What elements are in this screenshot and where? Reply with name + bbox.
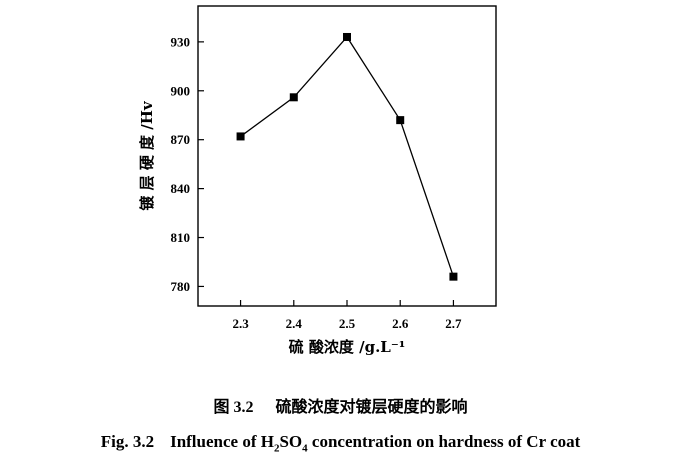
- y-tick-label: 840: [171, 181, 191, 196]
- caption-en-text-a: Influence of H: [170, 432, 274, 451]
- data-point: [236, 132, 245, 141]
- caption-en-text-b: SO: [279, 432, 303, 451]
- data-point: [449, 272, 458, 281]
- y-tick-label: 870: [171, 132, 191, 147]
- plot-frame: [197, 5, 497, 307]
- data-point: [289, 93, 298, 102]
- data-point: [396, 116, 405, 125]
- caption-en-sub-a: 2: [273, 442, 280, 455]
- series-markers: [236, 32, 458, 281]
- caption-cn-text: 硫酸浓度对镀层硬度的影响: [275, 397, 468, 416]
- chart: 780 810 840 870 900 930 2.3 2.4 2.5 2.6 2.7 硫 酸浓度…: [138, 5, 497, 356]
- caption-cn-number: 图 3.2: [213, 399, 254, 416]
- data-point: [343, 32, 351, 41]
- y-tick-label: 810: [171, 230, 191, 245]
- y-tick-label: 780: [171, 279, 191, 294]
- x-tick-label: 2.5: [339, 316, 356, 331]
- x-axis: 2.3 2.4 2.5 2.6 2.7: [232, 300, 462, 331]
- caption-en-sub-b: 4: [302, 442, 308, 455]
- y-tick-label: 930: [171, 34, 191, 49]
- series-line: [240, 35, 455, 277]
- y-axis-label: 镀 层 硬 度 /Hv: [138, 100, 156, 211]
- caption-english: Fig. 3.2 Influence of H2SO4 concentration…: [0, 432, 681, 454]
- x-tick-label: 2.6: [392, 316, 409, 331]
- x-axis-label: 硫 酸浓度 /g.L⁻¹: [289, 338, 406, 356]
- x-tick-label: 2.4: [286, 316, 303, 331]
- y-axis: 780 810 840 870 900 930: [171, 34, 204, 294]
- caption-en-text-c: concentration on hardness of Cr coat: [307, 432, 581, 451]
- caption-chinese: 图 3.2 硫酸浓度对镀层硬度的影响: [0, 393, 681, 417]
- x-tick-label: 2.3: [232, 316, 249, 331]
- caption-en-number: Fig. 3.2: [100, 432, 155, 451]
- y-tick-label: 900: [171, 83, 191, 98]
- x-tick-label: 2.7: [445, 316, 462, 331]
